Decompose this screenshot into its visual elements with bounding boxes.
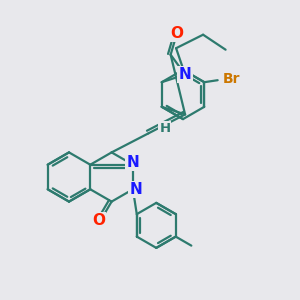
Text: H: H [159, 122, 170, 135]
Text: O: O [92, 214, 105, 229]
Text: Br: Br [222, 72, 240, 86]
Text: O: O [170, 26, 184, 40]
Text: N: N [127, 155, 139, 170]
Text: N: N [179, 67, 191, 82]
Text: N: N [130, 182, 142, 197]
